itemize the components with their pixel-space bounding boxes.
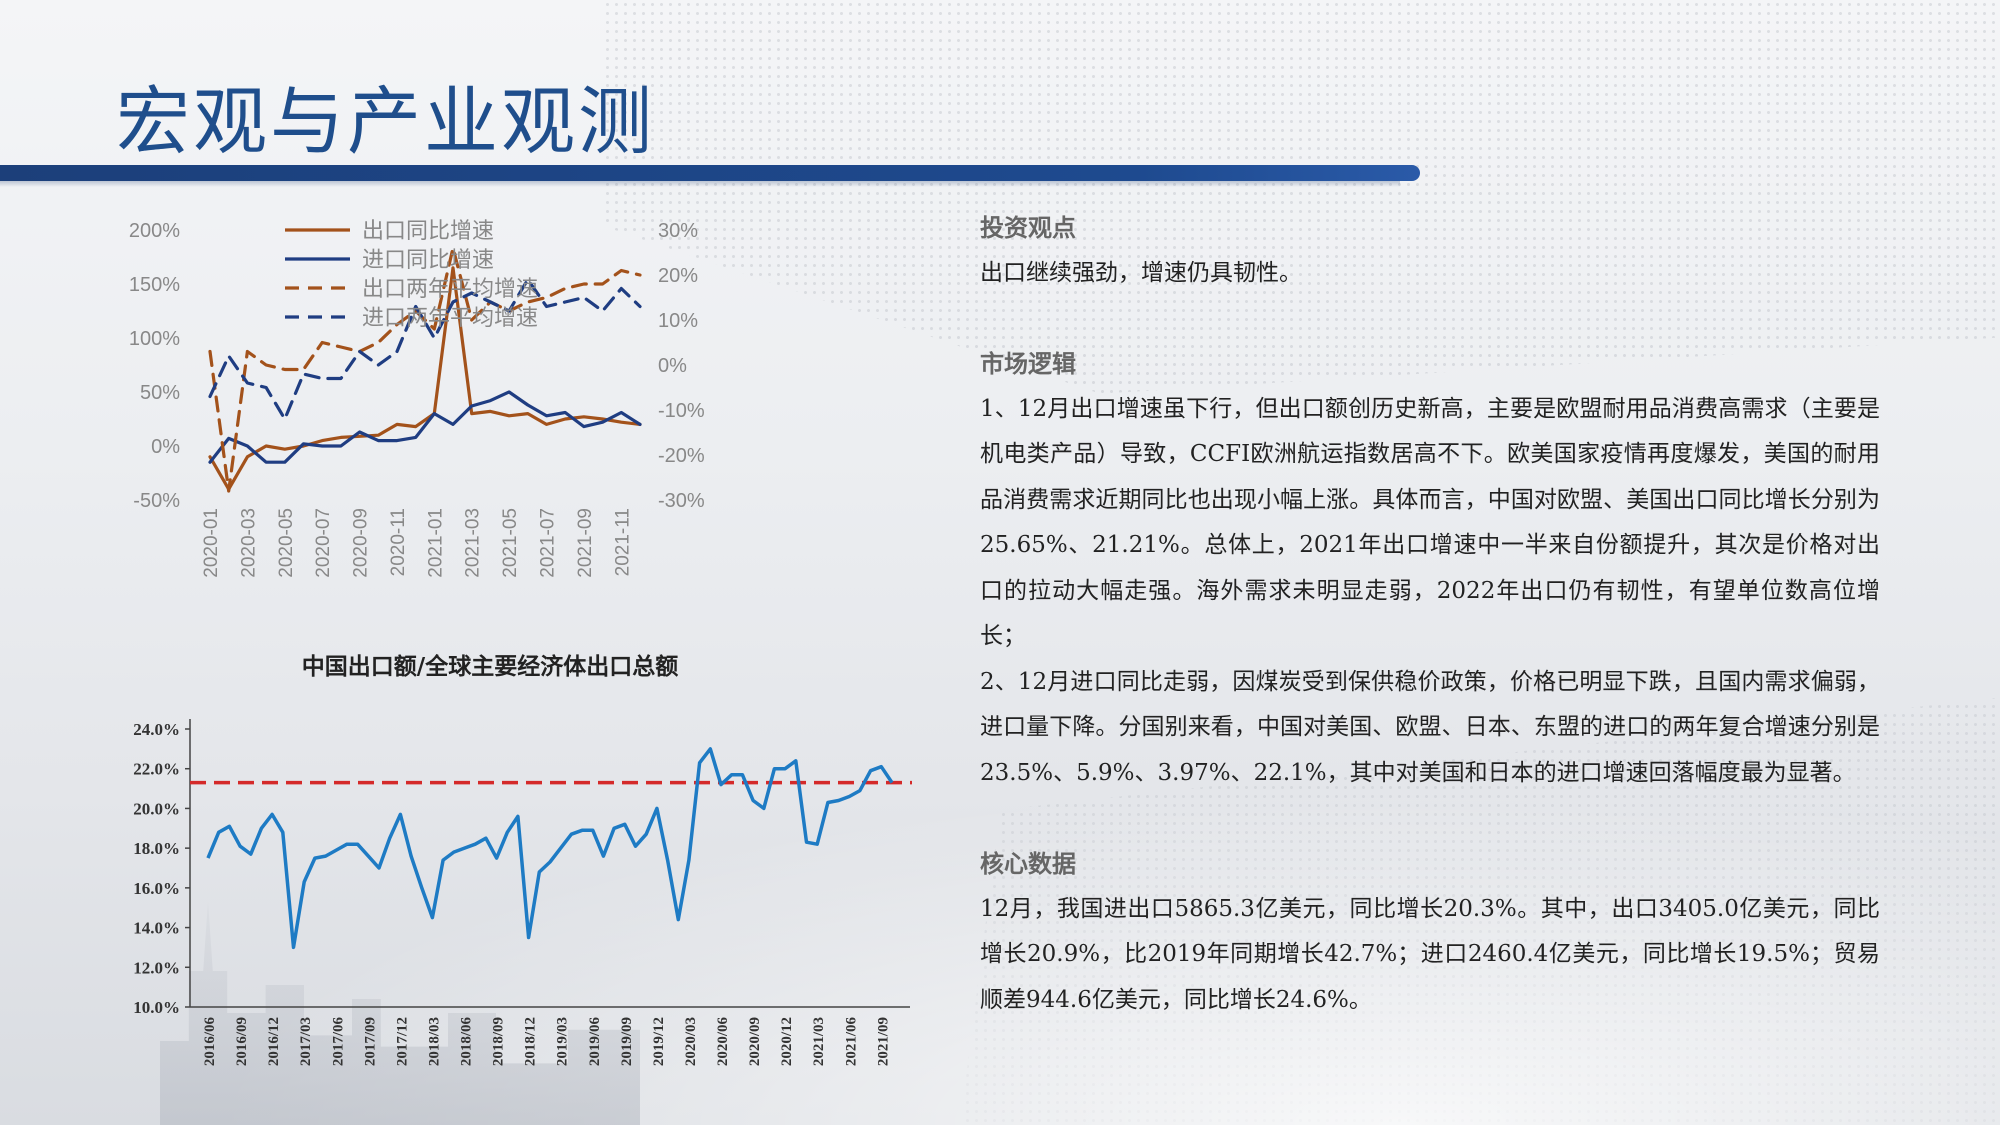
x-axis-tick-label: 2021-01 bbox=[425, 508, 446, 578]
series-line-2 bbox=[208, 390, 642, 464]
x-axis-tick-label: 2021-09 bbox=[575, 508, 596, 578]
y-axis-tick-label: 20.0% bbox=[133, 799, 180, 818]
market-logic-paragraph-1: 1、12月出口增速虽下行，但出口额创历史新高，主要是欧盟耐用品消费高需求（主要是… bbox=[980, 395, 1880, 650]
left-axis-tick-label: 100% bbox=[129, 328, 180, 350]
growth-rate-chart: 200% 150% 100% 50% 0% -50% 30% 20% 10% 0% -10% -20%… bbox=[129, 219, 705, 578]
x-axis-tick-label: 2020-05 bbox=[276, 508, 297, 578]
x-axis-tick-label: 2017/03 bbox=[298, 1017, 314, 1066]
x-axis-tick-label: 2020/09 bbox=[747, 1017, 763, 1066]
x-axis-tick-label: 2016/09 bbox=[234, 1017, 250, 1066]
x-axis-tick-label: 2019/06 bbox=[587, 1017, 603, 1067]
x-axis-tick-label: 2021/03 bbox=[811, 1017, 827, 1066]
x-axis-tick-label: 2020-03 bbox=[238, 508, 259, 578]
right-axis-tick-label: 0% bbox=[658, 355, 687, 377]
left-axis-tick-label: 50% bbox=[140, 382, 180, 404]
y-axis-tick-label: 24.0% bbox=[133, 720, 180, 739]
section-heading-core-data: 核心数据 bbox=[980, 849, 1076, 878]
section-heading-investment: 投资观点 bbox=[980, 213, 1076, 242]
page-title: 宏观与产业观测 bbox=[116, 79, 655, 165]
x-axis-tick-label: 2016/12 bbox=[266, 1017, 282, 1066]
x-axis-tick-label: 2018/03 bbox=[426, 1017, 442, 1066]
x-axis-tick-label: 2017/06 bbox=[330, 1017, 346, 1067]
x-axis-tick-label: 2021/09 bbox=[875, 1017, 891, 1066]
legend-label-3: 出口两年平均增速 bbox=[362, 277, 538, 302]
x-axis-tick-label: 2019/03 bbox=[555, 1017, 571, 1066]
section-heading-market-logic: 市场逻辑 bbox=[980, 349, 1076, 378]
x-axis-tick-label: 2021/06 bbox=[843, 1017, 859, 1067]
x-axis-tick-label: 2020/06 bbox=[715, 1017, 731, 1067]
x-axis-tick-label: 2020-07 bbox=[313, 508, 334, 578]
chart-title: 中国出口额/全球主要经济体出口总额 bbox=[302, 653, 678, 680]
x-axis-tick-label: 2018/12 bbox=[523, 1017, 539, 1066]
right-axis-tick-label: -20% bbox=[658, 445, 705, 467]
x-axis-tick-label: 2019/12 bbox=[651, 1017, 667, 1066]
left-axis-tick-label: -50% bbox=[133, 490, 180, 512]
export-share-chart: 中国出口额/全球主要经济体出口总额 24.0% 22.0% 20.0% 18.0% 16.… bbox=[133, 653, 912, 1067]
y-axis-tick-label: 18.0% bbox=[133, 839, 180, 858]
x-axis-tick-label: 2020/12 bbox=[779, 1017, 795, 1066]
right-axis-tick-label: 10% bbox=[658, 310, 698, 332]
x-axis-tick-label: 2020-11 bbox=[388, 508, 409, 576]
series-line-3 bbox=[208, 246, 642, 493]
left-axis-tick-label: 0% bbox=[151, 436, 180, 458]
right-axis-tick-label: 20% bbox=[658, 265, 698, 287]
right-axis-tick-label: -30% bbox=[658, 490, 705, 512]
x-axis-tick-label: 2016/06 bbox=[202, 1017, 218, 1067]
x-axis-tick-label: 2018/06 bbox=[459, 1017, 475, 1067]
x-axis-tick-label: 2021-11 bbox=[612, 508, 633, 576]
share-series-line bbox=[206, 747, 894, 950]
right-axis-tick-label: -10% bbox=[658, 400, 705, 422]
left-axis-tick-label: 200% bbox=[129, 220, 180, 242]
x-axis-tick-label: 2021-07 bbox=[538, 508, 559, 578]
legend-label-2: 进口同比增速 bbox=[362, 248, 494, 273]
x-axis-tick-label: 2020-09 bbox=[351, 508, 372, 578]
text-panel: 投资观点 出口继续强劲，增速仍具韧性。 市场逻辑 1、12月出口增速虽下行，但出… bbox=[980, 205, 1880, 1023]
x-axis-tick-label: 2020/03 bbox=[683, 1017, 699, 1066]
x-axis-tick-label: 2018/09 bbox=[491, 1017, 507, 1066]
core-data-paragraph: 12月，我国进出口5865.3亿美元，同比增长20.3%。其中，出口3405.0… bbox=[980, 895, 1880, 1013]
series-line-1 bbox=[208, 266, 642, 491]
x-axis-tick-label: 2020-01 bbox=[201, 508, 222, 578]
y-axis-tick-label: 16.0% bbox=[133, 879, 180, 898]
series-line-4 bbox=[208, 277, 642, 421]
x-axis-tick-label: 2017/12 bbox=[394, 1017, 410, 1066]
market-logic-paragraph-2: 2、12月进口同比走弱，因煤炭受到保供稳价政策，价格已明显下跌，且国内需求偏弱，… bbox=[980, 668, 1880, 786]
x-axis-tick-label: 2019/09 bbox=[619, 1017, 635, 1066]
y-axis-tick-label: 14.0% bbox=[133, 919, 180, 938]
legend-label-4: 进口两年平均增速 bbox=[362, 306, 538, 331]
x-axis-tick-label: 2021-03 bbox=[463, 508, 484, 578]
title-bar-shadow bbox=[0, 181, 1400, 187]
background-light-sweep bbox=[0, 725, 2000, 1125]
title-underline-bar bbox=[0, 165, 1420, 181]
x-axis-tick-label: 2021-05 bbox=[500, 508, 521, 578]
left-axis-tick-label: 150% bbox=[129, 274, 180, 296]
investment-view-text: 出口继续强劲，增速仍具韧性。 bbox=[980, 259, 1302, 286]
x-axis-tick-label: 2017/09 bbox=[362, 1017, 378, 1066]
right-axis-tick-label: 30% bbox=[658, 220, 698, 242]
y-axis-tick-label: 22.0% bbox=[133, 760, 180, 779]
y-axis-tick-label: 12.0% bbox=[133, 958, 180, 977]
legend-label-1: 出口同比增速 bbox=[362, 219, 494, 244]
y-axis-tick-label: 10.0% bbox=[133, 998, 180, 1017]
